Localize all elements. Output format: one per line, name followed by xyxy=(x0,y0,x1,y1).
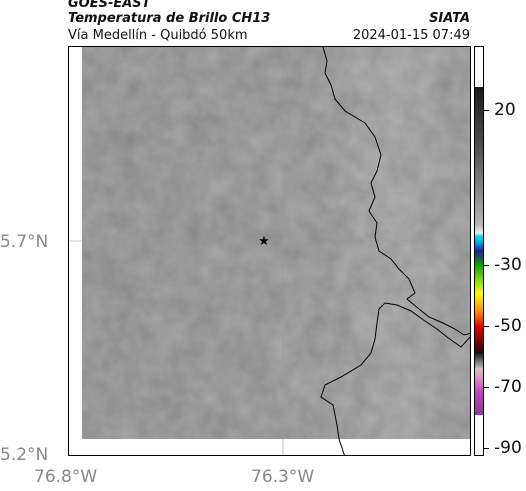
temperature-colorbar xyxy=(474,46,484,456)
y-tick-5.2: 5.2°N xyxy=(0,445,49,465)
map-panel[interactable]: ★ xyxy=(68,46,471,456)
cb-tick-m30 xyxy=(484,265,489,266)
boundary-line xyxy=(320,47,470,455)
cb-label-m30: -30 xyxy=(494,255,522,275)
agency-label: SIATA xyxy=(429,11,470,26)
imagery-texture-fine xyxy=(82,47,470,439)
cb-tick-m90 xyxy=(484,448,489,449)
cb-label-20: 20 xyxy=(494,100,516,120)
cb-tick-m50 xyxy=(484,326,489,327)
cb-tick-20 xyxy=(484,110,489,111)
cb-label-m70: -70 xyxy=(494,377,522,397)
cb-tick-m70 xyxy=(484,387,489,388)
satellite-image: ★ xyxy=(69,47,470,455)
cb-label-m50: -50 xyxy=(494,316,522,336)
site-star-icon: ★ xyxy=(258,234,270,249)
y-tick-5.7: 5.7°N xyxy=(0,232,49,252)
timestamp-label: 2024-01-15 07:49 xyxy=(352,28,470,43)
cb-label-m90: -90 xyxy=(494,438,522,458)
product-title: Temperatura de Brillo CH13 xyxy=(68,11,271,26)
x-tick-76.8: 76.8°W xyxy=(34,467,98,487)
x-tick-76.3: 76.3°W xyxy=(251,467,315,487)
region-label: Vía Medellín - Quibdó 50km xyxy=(68,28,248,43)
satellite-name: GOES-EAST xyxy=(68,0,151,11)
colorbar-gradient xyxy=(475,87,483,415)
